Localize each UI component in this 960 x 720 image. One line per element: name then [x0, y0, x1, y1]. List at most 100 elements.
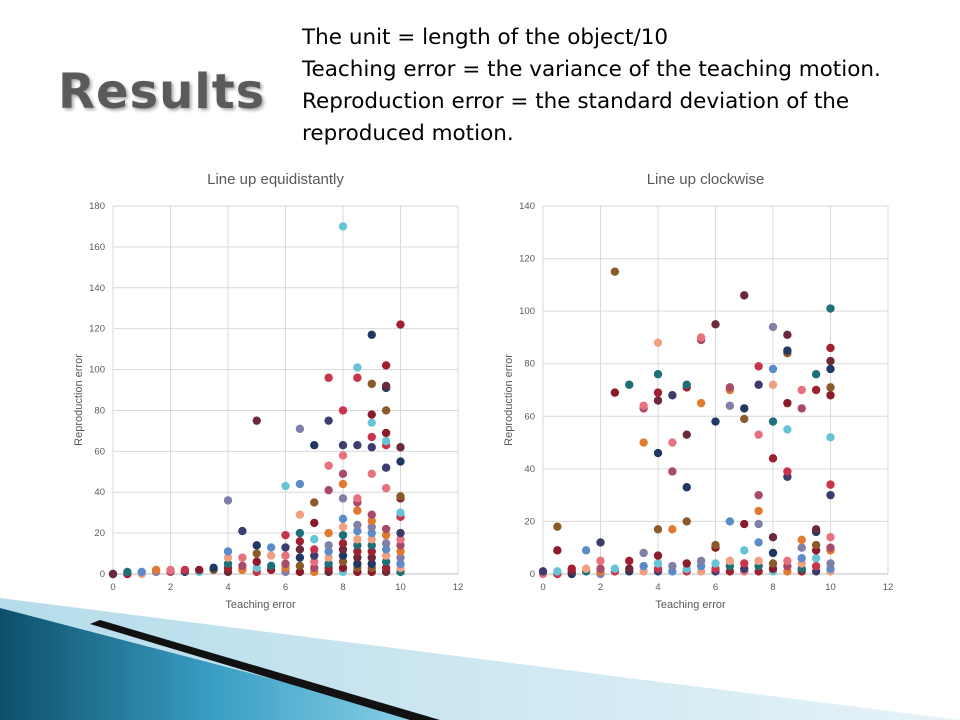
data-point [310, 518, 319, 528]
data-point [826, 391, 835, 400]
data-point [396, 528, 405, 538]
data-point [783, 398, 792, 408]
data-point [238, 561, 247, 571]
data-point [639, 401, 648, 410]
data-point [653, 559, 663, 568]
data-point [353, 553, 362, 562]
data-point [367, 547, 376, 556]
data-point [668, 561, 677, 571]
data-point [281, 481, 290, 491]
data-point [396, 457, 405, 466]
data-point [811, 554, 821, 563]
note-line-4: reproduced motion. [302, 121, 514, 146]
data-point [740, 546, 749, 555]
data-point [353, 494, 362, 503]
data-point [653, 388, 663, 397]
data-point [252, 541, 261, 550]
y-tick-label: 80 [524, 359, 535, 370]
data-point [783, 556, 792, 566]
data-point [725, 383, 735, 392]
data-point [338, 551, 348, 560]
data-point [596, 538, 605, 547]
data-point [295, 537, 305, 546]
data-point [238, 553, 247, 562]
data-point [381, 361, 391, 370]
data-point [567, 564, 576, 573]
data-point [381, 483, 391, 493]
data-point [826, 364, 835, 374]
data-point [783, 330, 792, 339]
data-point [696, 398, 706, 408]
data-point [754, 519, 763, 529]
data-point [310, 535, 319, 544]
data-point [381, 551, 391, 560]
data-point [826, 304, 835, 313]
data-point [381, 428, 391, 438]
scatter-plot-right: Line up clockwise 0 20 40 60 80 100 120 140 0 2 4 6 8… [503, 171, 893, 611]
x-tick-label: 4 [225, 582, 230, 593]
chart-title: Line up equidistantly [207, 171, 344, 188]
y-tick-label: 20 [524, 516, 535, 527]
data-point [682, 380, 691, 389]
data-point [381, 557, 391, 566]
y-tick-label: 20 [94, 528, 105, 539]
x-tick-label: 8 [770, 582, 775, 593]
data-point [639, 561, 648, 571]
data-point [381, 524, 391, 534]
data-point [310, 557, 319, 566]
data-point [610, 564, 620, 573]
data-point [338, 222, 348, 231]
data-point [151, 565, 161, 575]
data-point [367, 522, 376, 532]
data-point [740, 404, 749, 413]
data-point [353, 363, 362, 372]
data-point [725, 401, 735, 410]
x-tick-label: 12 [453, 582, 464, 593]
chart-line-up-clockwise: Line up clockwise 0 20 40 60 80 100 120 140 0 2 4 6 8… [490, 160, 910, 620]
data-point [610, 388, 620, 397]
y-tick-label: 40 [524, 464, 535, 475]
data-point [625, 556, 634, 566]
data-point [653, 370, 663, 379]
data-point [538, 567, 548, 576]
data-point [826, 343, 835, 353]
data-point [338, 563, 348, 573]
data-point [826, 433, 835, 442]
data-point [209, 563, 218, 573]
data-point [367, 443, 376, 452]
data-point [195, 565, 204, 575]
data-point [295, 510, 305, 519]
data-point [123, 567, 132, 577]
data-point [668, 467, 677, 476]
x-tick-label: 2 [168, 582, 173, 593]
data-point [553, 522, 562, 531]
data-point [653, 338, 663, 347]
data-point [180, 565, 190, 575]
data-point [754, 362, 763, 371]
data-point [166, 565, 175, 575]
data-point [811, 385, 821, 395]
data-point [324, 528, 333, 538]
data-point [338, 530, 348, 540]
data-point [367, 379, 376, 389]
data-point [338, 539, 348, 548]
data-point [381, 539, 391, 548]
data-point [310, 563, 319, 573]
y-tick-label: 60 [94, 446, 105, 457]
data-point [324, 485, 333, 495]
data-point [711, 417, 720, 426]
data-point [281, 530, 290, 540]
data-point [295, 561, 305, 571]
data-point [324, 541, 333, 550]
data-point [811, 540, 821, 550]
data-point [754, 506, 763, 516]
data-point [367, 516, 376, 526]
data-point [610, 267, 620, 276]
data-point [826, 533, 835, 542]
data-point [281, 559, 290, 568]
data-point [768, 417, 778, 426]
data-point [353, 541, 362, 550]
data-point [668, 525, 677, 534]
data-point [653, 525, 663, 534]
data-point [223, 496, 233, 505]
